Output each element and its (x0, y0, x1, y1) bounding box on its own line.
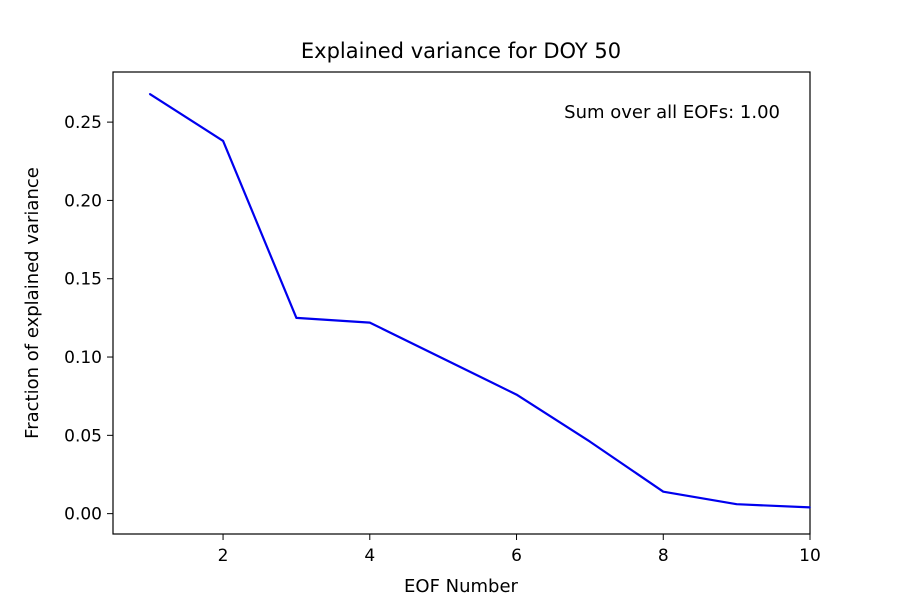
data-point (589, 440, 591, 443)
data-point (515, 393, 518, 396)
data-point (662, 490, 665, 493)
x-tick-label: 2 (218, 546, 229, 566)
y-tick-label: 0.15 (64, 270, 102, 290)
y-axis: 0.00 0.05 0.10 0.15 0.20 0.25 (64, 113, 113, 525)
data-point (222, 140, 224, 142)
plot-area: 2 4 6 8 10 0.00 0.05 0.10 0.15 0.20 0.25 (64, 71, 821, 566)
y-tick-label: 0.05 (64, 426, 102, 446)
y-tick-label: 0.25 (64, 113, 102, 133)
data-point (735, 503, 738, 506)
x-tick-label: 10 (799, 546, 821, 566)
y-tick-label: 0.10 (64, 348, 102, 368)
x-tick-label: 4 (364, 546, 375, 566)
x-axis-label: EOF Number (404, 576, 519, 597)
x-tick-label: 6 (511, 546, 522, 566)
y-tick-label: 0.20 (64, 191, 102, 211)
chart-title: Explained variance for DOY 50 (301, 39, 621, 63)
series-layer (148, 92, 811, 509)
plot-frame (112, 71, 811, 535)
data-point (369, 321, 371, 324)
y-tick-label: 0.00 (64, 505, 102, 525)
data-point (442, 357, 445, 360)
series-line (149, 92, 811, 509)
data-point (809, 506, 811, 509)
sum-annotation: Sum over all EOFs: 1.00 (564, 102, 780, 123)
x-tick-label: 8 (658, 546, 669, 566)
y-axis-label: Fraction of explained variance (22, 167, 43, 439)
x-axis: 2 4 6 8 10 (218, 534, 821, 566)
data-point (148, 93, 151, 95)
data-point (295, 317, 298, 319)
